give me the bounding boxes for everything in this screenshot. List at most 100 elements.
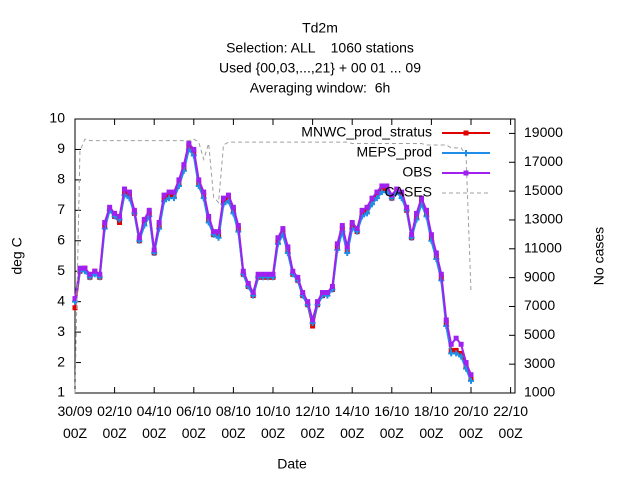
point xyxy=(364,210,371,217)
y-tick-label: 10 xyxy=(49,110,65,126)
x-tick-label: 06/10 00Z xyxy=(176,403,211,441)
point xyxy=(389,192,395,198)
point xyxy=(275,235,281,241)
legend-marker xyxy=(463,130,469,136)
point xyxy=(230,204,236,210)
point xyxy=(156,220,162,226)
point xyxy=(211,229,217,235)
point xyxy=(383,189,390,196)
y2-tick-label: 7000 xyxy=(524,297,555,313)
y2-tick-label: 11000 xyxy=(524,239,562,255)
legend-marker xyxy=(463,150,469,156)
y2-tick-label: 9000 xyxy=(524,268,555,284)
point xyxy=(374,192,380,198)
y2-tick-label: 5000 xyxy=(524,326,555,342)
point xyxy=(458,353,465,360)
point xyxy=(458,350,464,356)
y2-tick-label: 15000 xyxy=(524,182,563,198)
point xyxy=(320,290,325,296)
y-tick-label: 9 xyxy=(57,140,65,156)
point xyxy=(215,234,222,241)
point xyxy=(394,186,400,192)
point xyxy=(221,195,226,201)
x-tick-label: 20/10 00Z xyxy=(453,403,488,441)
point xyxy=(181,162,187,168)
point xyxy=(141,216,147,222)
point xyxy=(463,363,469,369)
point xyxy=(196,177,202,183)
y-tick-label: 3 xyxy=(57,323,65,339)
point xyxy=(364,204,370,210)
point xyxy=(414,210,420,216)
point xyxy=(225,192,231,198)
point xyxy=(458,341,464,347)
point xyxy=(285,244,291,250)
point xyxy=(131,207,137,213)
point xyxy=(329,283,335,289)
x-tick-label: 22/10 00Z xyxy=(493,403,528,441)
point xyxy=(82,265,88,271)
y-tick-label: 6 xyxy=(57,231,65,247)
point xyxy=(280,226,286,232)
point xyxy=(117,220,123,226)
x-tick-label: 14/10 00Z xyxy=(335,403,370,441)
point xyxy=(260,271,266,277)
point xyxy=(369,201,375,208)
y2-axis-label: No cases xyxy=(591,227,607,285)
point xyxy=(379,186,385,192)
point xyxy=(404,204,410,210)
point xyxy=(146,207,152,213)
point xyxy=(87,271,93,277)
point xyxy=(72,305,78,311)
legend-label: MEPS_prod xyxy=(357,144,432,160)
series-line xyxy=(74,138,472,394)
point xyxy=(235,223,241,229)
y2-tick-label: 1000 xyxy=(524,384,555,400)
y-tick-label: 2 xyxy=(57,353,65,369)
point xyxy=(171,189,177,195)
point xyxy=(206,213,212,219)
x-tick-label: 12/10 00Z xyxy=(295,403,330,441)
point xyxy=(384,183,390,189)
point xyxy=(344,244,350,250)
point xyxy=(245,280,251,286)
point xyxy=(379,183,385,189)
point xyxy=(369,198,375,204)
chart-title: Td2m xyxy=(302,20,338,36)
point xyxy=(166,189,172,195)
point xyxy=(443,317,449,323)
point xyxy=(136,235,142,241)
point xyxy=(453,347,459,353)
point xyxy=(399,189,405,195)
x-tick-label: 02/10 00Z xyxy=(97,403,132,441)
chart-subtitle: Selection: ALL 1060 stations xyxy=(226,40,414,56)
point xyxy=(186,140,192,146)
legend-label: CASES xyxy=(385,184,432,200)
y2-tick-label: 17000 xyxy=(524,153,563,169)
point xyxy=(339,223,345,229)
point xyxy=(423,207,429,213)
chart-subtitle: Averaging window: 6h xyxy=(250,80,391,96)
point xyxy=(97,271,103,277)
point xyxy=(300,290,306,296)
point xyxy=(122,186,127,192)
point xyxy=(324,290,330,296)
legend-marker xyxy=(463,170,469,176)
point xyxy=(310,317,316,323)
point xyxy=(359,207,365,213)
point xyxy=(369,195,375,201)
point xyxy=(151,247,157,253)
x-tick-label: 18/10 00Z xyxy=(414,403,449,441)
point xyxy=(270,271,276,277)
point xyxy=(216,229,222,235)
point xyxy=(176,177,182,183)
point xyxy=(463,360,469,366)
y-tick-label: 7 xyxy=(57,201,65,217)
series-line xyxy=(74,144,472,379)
point xyxy=(438,271,444,277)
point xyxy=(428,232,434,238)
point xyxy=(161,192,167,198)
point xyxy=(384,186,390,192)
point xyxy=(77,265,83,271)
